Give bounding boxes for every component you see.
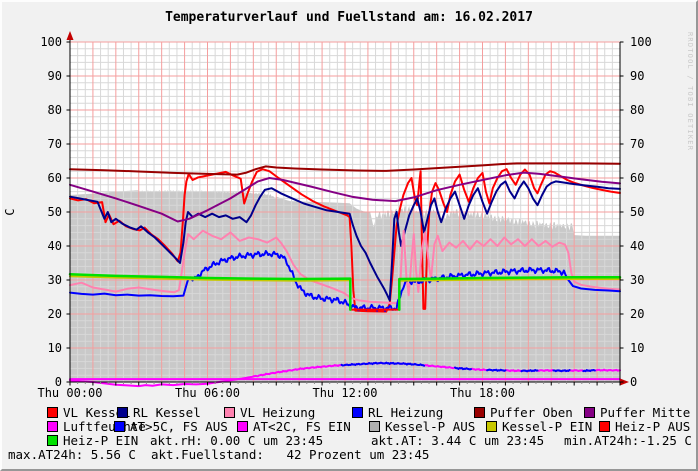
legend-label: akt.AT: 3.44 C um 23:45 (371, 433, 545, 448)
legend-swatch-heiz-p-aus (599, 421, 610, 432)
legend-swatch-luftfeuchte (47, 421, 58, 432)
series-at-blue-overlay (552, 369, 571, 373)
series-at-blue-overlay (582, 368, 596, 373)
series-kessel-p-ein (69, 275, 352, 282)
legend-item-heiz-p-ein: Heiz-P EIN (47, 434, 138, 447)
y-axis-arrow-icon (66, 31, 74, 40)
legend-swatch-vl-kessel (47, 407, 58, 418)
legend-item-kessel-p-ein: Kessel-P EIN (486, 420, 592, 433)
x-tick-label: Thu 12:00 (312, 386, 377, 400)
y-tick-label-right: 80 (630, 103, 644, 117)
legend-item-luftfeuchte: Luftfeuchte (47, 420, 146, 433)
series-puffer-mitte (69, 171, 621, 223)
legend-row-2: Luftfeuchte AT>5C, FS AUS AT<2C, FS EIN Kes… (2, 420, 696, 434)
legend-swatch-puffer-mitte (584, 407, 595, 418)
y-tick-label-left: 0 (55, 375, 62, 389)
legend-swatch-heiz-p-ein (47, 435, 58, 446)
y-tick-label-left: 30 (48, 273, 62, 287)
legend-label: Luftfeuchte (63, 419, 146, 434)
legend-label: VL Heizung (240, 405, 316, 420)
legend-item-rl-heizung: RL Heizung (352, 406, 443, 419)
y-tick-label-left: 50 (48, 205, 62, 219)
series-rl-kessel (69, 180, 621, 302)
y-tick-label-left: 100 (40, 35, 62, 49)
legend-label: max.AT24h: 5.56 C akt.Fuellstand: 42 Pro… (8, 447, 430, 462)
y-tick-label-left: 20 (48, 307, 62, 321)
y-tick-label-right: 40 (630, 239, 644, 253)
legend-label: min.AT24h:-1.25 C (564, 433, 692, 448)
legend-label: akt.rH: 0.00 C um 23:45 (150, 433, 324, 448)
legend-row-4: max.AT24h: 5.56 C akt.Fuellstand: 42 Pro… (2, 448, 696, 462)
series-at-blue-overlay (454, 366, 472, 371)
status-text-max-at24h-5-56-c-akt-fuellstand-42-prozent-um-23-45: max.AT24h: 5.56 C akt.Fuellstand: 42 Pro… (8, 448, 429, 461)
legend-swatch-kessel-p-ein (486, 421, 497, 432)
status-text-min-at24h-1-25-c: min.AT24h:-1.25 C (564, 434, 692, 447)
y-tick-label-left: 90 (48, 69, 62, 83)
chart-canvas: 0 0 10 10 20 20 30 30 40 40 50 50 60 60 70 70 80 80 90 90 10… (3, 31, 694, 400)
legend-item-kessel-p-aus: Kessel-P AUS (369, 420, 475, 433)
legend-label: Kessel-P EIN (502, 419, 593, 434)
legend-item-at-2c-fs-ein: AT<2C, FS EIN (237, 420, 351, 433)
legend-label: Puffer Mitte (600, 405, 691, 420)
x-tick-label: Thu 00:00 (37, 386, 102, 400)
legend-swatch-puffer-oben (474, 407, 485, 418)
x-axis-arrow-icon (620, 378, 629, 386)
legend-row-1: VL Kessel RL Kessel VL Heizung RL Heizung Pu… (2, 406, 696, 420)
legend-swatch-at-5c-fs-aus (114, 421, 125, 432)
series-heiz-p-ein (68, 272, 352, 311)
series-vl-heizung (69, 229, 621, 305)
y-tick-label-left: 40 (48, 239, 62, 253)
y-tick-label-left: 60 (48, 171, 62, 185)
y-tick-label-right: 0 (630, 375, 637, 389)
legend-label: AT>5C, FS AUS (130, 419, 228, 434)
series-kessel-p-ein (398, 278, 621, 282)
legend-item-puffer-oben: Puffer Oben (474, 406, 573, 419)
legend-item-at-5c-fs-aus: AT>5C, FS AUS (114, 420, 228, 433)
series-heiz-p-ein (398, 276, 622, 311)
series-puffer-oben (69, 162, 621, 176)
legend-swatch-rl-heizung (352, 407, 363, 418)
y-tick-label-left: 10 (48, 341, 62, 355)
x-tick-label: Thu 18:00 (450, 386, 515, 400)
legend-label: Heiz-P EIN (63, 433, 139, 448)
series-at-blue-overlay (520, 368, 539, 373)
y-tick-label-left: 70 (48, 137, 62, 151)
legend-label: AT<2C, FS EIN (253, 419, 351, 434)
legend-swatch-vl-heizung (224, 407, 235, 418)
status-text-akt-at-3-44-c-um-23-45: akt.AT: 3.44 C um 23:45 (371, 434, 544, 447)
legend-label: RL Kessel (133, 405, 201, 420)
legend-label: Kessel-P AUS (385, 419, 476, 434)
y-tick-label-right: 10 (630, 341, 644, 355)
y-tick-label-right: 100 (630, 35, 652, 49)
graph-title: Temperaturverlauf und Fuellstand am: 16.… (165, 10, 533, 25)
y-tick-label-right: 60 (630, 171, 644, 185)
rrdtool-watermark: RRDTOOL / TOBI OETIKER (686, 32, 694, 151)
legend-row-3: Heiz-P EIN akt.rH: 0.00 C um 23:45 akt.AT:… (2, 434, 696, 448)
series-at-blue-overlay (340, 361, 426, 367)
legend-swatch-at-2c-fs-ein (237, 421, 248, 432)
legend-item-vl-heizung: VL Heizung (224, 406, 315, 419)
y-tick-label-right: 90 (630, 69, 644, 83)
status-text-akt-rh-0-00-c-um-23-45: akt.rH: 0.00 C um 23:45 (150, 434, 323, 447)
legend-item-heiz-p-aus: Heiz-P AUS (599, 420, 690, 433)
legend-label: Puffer Oben (490, 405, 573, 420)
y-tick-label-left: 80 (48, 103, 62, 117)
legend-item-puffer-mitte: Puffer Mitte (584, 406, 690, 419)
series-vl-kessel (69, 168, 621, 313)
x-tick-label: Thu 06:00 (175, 386, 240, 400)
y-tick-label-right: 30 (630, 273, 644, 287)
series-rl-heizung (69, 250, 621, 312)
legend-item-rl-kessel: RL Kessel (117, 406, 201, 419)
legend-label: Heiz-P AUS (615, 419, 691, 434)
series-at-blue-overlay (486, 368, 507, 372)
y-tick-label-right: 50 (630, 205, 644, 219)
y-axis-unit-label: C (3, 208, 17, 215)
y-tick-label-right: 20 (630, 307, 644, 321)
legend-swatch-kessel-p-aus (369, 421, 380, 432)
legend-label: RL Heizung (368, 405, 444, 420)
legend-swatch-rl-kessel (117, 407, 128, 418)
y-tick-label-right: 70 (630, 137, 644, 151)
